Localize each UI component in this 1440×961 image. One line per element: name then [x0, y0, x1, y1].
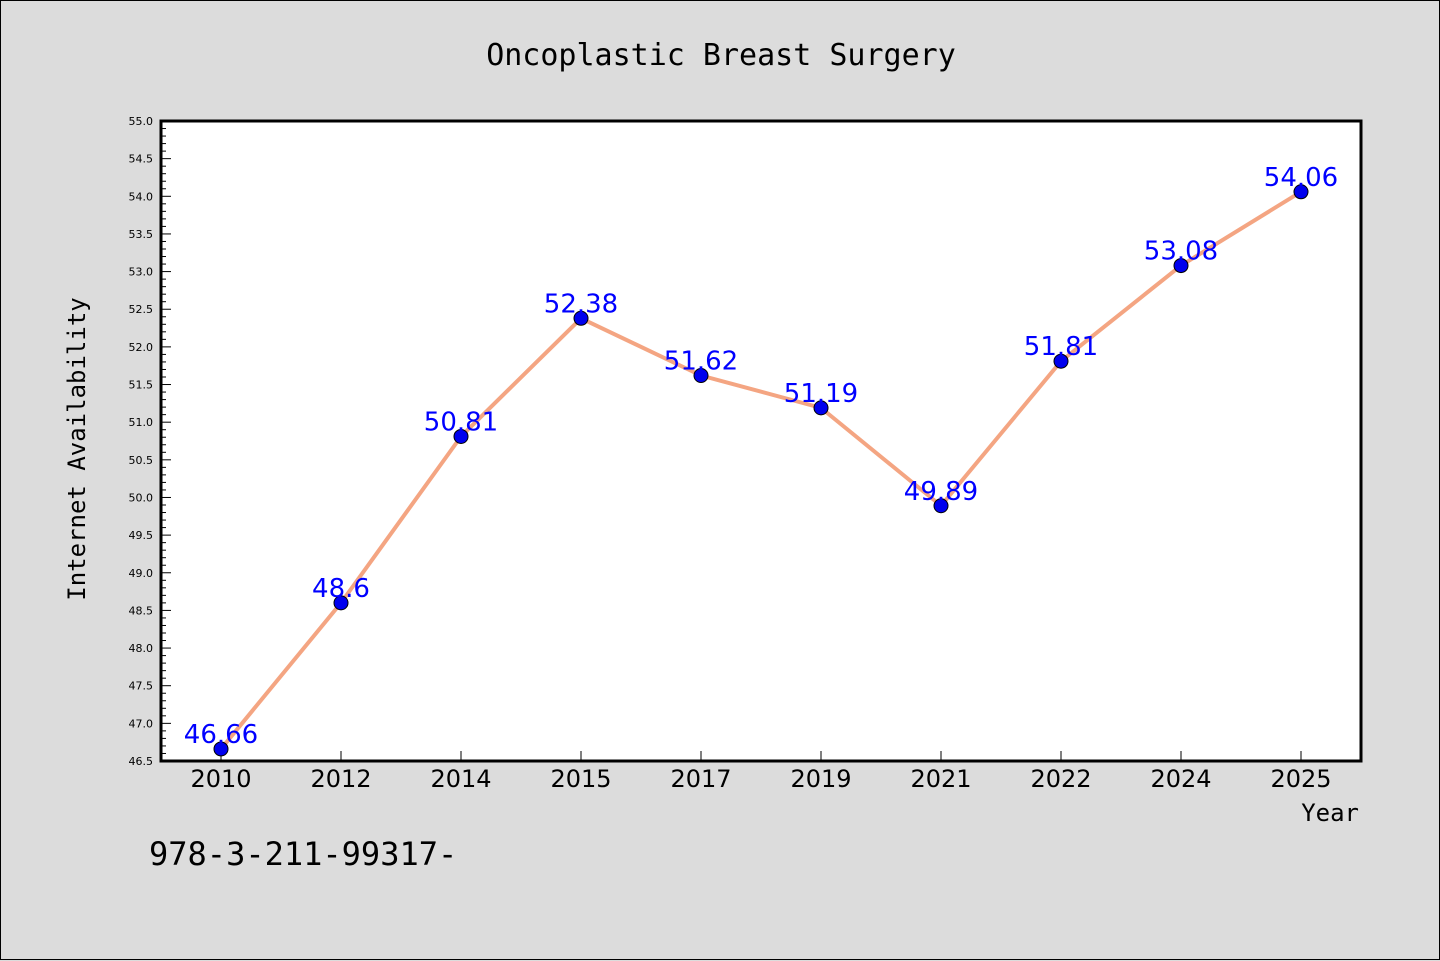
x-tick-label: 2015	[550, 765, 611, 793]
x-tick-label: 2022	[1030, 765, 1091, 793]
data-label: 51.81	[1024, 332, 1098, 362]
data-label: 51.62	[664, 346, 738, 376]
y-tick-label: 46.5	[129, 755, 154, 768]
y-tick-label: 51.0	[129, 416, 154, 429]
y-tick-label: 51.5	[129, 379, 154, 392]
y-tick-label: 48.5	[129, 604, 154, 617]
series-line-group	[219, 189, 1303, 751]
x-tick-label: 2010	[190, 765, 251, 793]
data-point	[573, 310, 589, 326]
y-tick-label: 52.0	[129, 341, 154, 354]
y-tick-label: 47.5	[129, 680, 154, 693]
data-point	[453, 428, 469, 444]
x-axis: 2010 2012 2014 2015 2017 2019 2021 2022 2024 2025	[190, 751, 1332, 793]
data-point	[1173, 258, 1189, 274]
y-tick-label: 55.0	[129, 115, 154, 128]
data-label-group: 46.66 48.6 50.81 52.38 51.62 51.19 49.89 51.81 5…	[184, 163, 1338, 750]
data-point	[1053, 353, 1069, 369]
data-point	[1293, 184, 1309, 200]
y-tick-label: 49.0	[129, 567, 154, 580]
footer-text: 978-3-211-99317-	[149, 835, 457, 873]
data-point	[933, 498, 949, 514]
y-tick-label: 53.0	[129, 266, 154, 279]
data-point	[213, 741, 229, 757]
y-tick-label: 54.0	[129, 190, 154, 203]
y-tick-label: 53.5	[129, 228, 154, 241]
data-label: 48.6	[312, 574, 370, 604]
y-tick-label: 50.5	[129, 454, 154, 467]
data-label: 51.19	[784, 379, 858, 409]
y-tick-label: 54.5	[129, 153, 154, 166]
chart-title: Oncoplastic Breast Surgery	[486, 38, 956, 73]
x-tick-label: 2024	[1150, 765, 1211, 793]
series-line	[219, 189, 1303, 751]
x-tick-label: 2025	[1270, 765, 1331, 793]
x-axis-label: Year	[1301, 799, 1359, 827]
y-tick-label: 50.0	[129, 491, 154, 504]
data-label: 54.06	[1264, 163, 1338, 193]
x-tick-label: 2014	[430, 765, 491, 793]
y-tick-label: 47.0	[129, 717, 154, 730]
data-label: 49.89	[904, 477, 978, 507]
y-tick-label: 48.0	[129, 642, 154, 655]
x-tick-label: 2017	[670, 765, 731, 793]
marker-group	[213, 184, 1309, 757]
x-tick-label: 2021	[910, 765, 971, 793]
y-tick-label: 49.5	[129, 529, 154, 542]
data-point	[693, 367, 709, 383]
data-label: 52.38	[544, 289, 618, 319]
y-axis: 46.5 47.0 47.5 48.0 48.5 49.0 49.5 50.0 50.5 51.0…	[129, 115, 171, 768]
x-tick-label: 2012	[310, 765, 371, 793]
x-tick-label: 2019	[790, 765, 851, 793]
y-tick-label: 52.5	[129, 303, 154, 316]
data-label: 46.66	[184, 720, 258, 750]
data-label: 53.08	[1144, 237, 1218, 267]
data-point	[333, 595, 349, 611]
data-point	[813, 400, 829, 416]
data-label: 50.81	[424, 407, 498, 437]
y-axis-label: Internet Availability	[63, 297, 91, 600]
plot-area	[159, 119, 1363, 763]
